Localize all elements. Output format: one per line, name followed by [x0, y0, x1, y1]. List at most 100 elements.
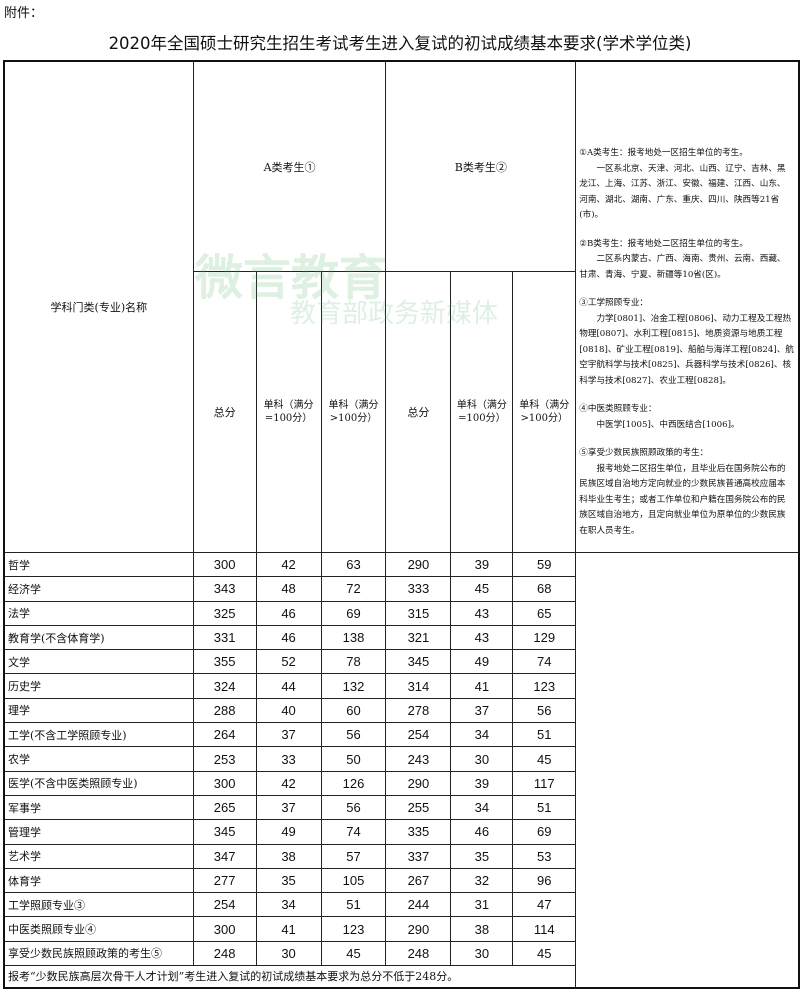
b-single-over: 129: [512, 624, 577, 651]
b-single-over: 123: [512, 673, 577, 699]
a-single-over: 132: [320, 673, 387, 699]
a-single100: 40: [255, 697, 322, 724]
a-single100: 41: [255, 916, 322, 942]
subject-name: 享受少数民族照顾政策的考生⑤: [3, 940, 194, 967]
b-single-over: 51: [512, 722, 577, 748]
table-row: 军事学 265 37 56 255 34 51: [3, 794, 799, 821]
a-single100: 30: [255, 940, 322, 967]
page-title: 2020年全国硕士研究生招生考试考生进入复试的初试成绩基本要求(学术学位类): [108, 34, 692, 53]
subject-name: 历史学: [3, 673, 194, 699]
b-total: 337: [385, 843, 452, 869]
b-total: 278: [385, 697, 452, 724]
b-total: 315: [385, 600, 452, 626]
table-row: 中医类照顾专业④ 300 41 123 290 38 114: [3, 916, 799, 942]
note-item: ①A类考生：报考地处一区招生单位的考生。 一区系北京、天津、河北、山西、辽宁、吉林…: [579, 146, 794, 224]
header-group-b: B类考生②: [385, 60, 577, 273]
a-total: 324: [192, 673, 257, 699]
score-table: 学科门类(专业)名称 A类考生① B类考生② ①A类考生：报考地处一区招生单位的…: [3, 60, 800, 989]
b-total: 255: [385, 794, 452, 821]
header-b-total: 总分: [385, 271, 452, 553]
a-single-over: 74: [320, 819, 387, 845]
header-b-single100: 单科（满分=100分）: [450, 271, 514, 553]
a-single-over: 56: [320, 794, 387, 821]
table-row: 文学 355 52 78 345 49 74: [3, 649, 799, 675]
subject-name: 法学: [3, 600, 194, 626]
table-row: 法学 325 46 69 315 43 65: [3, 600, 799, 626]
a-single100: 33: [255, 746, 322, 772]
a-total: 325: [192, 600, 257, 626]
b-single-over: 69: [512, 819, 577, 845]
note-heading: ⑤享受少数民族照顾政策的考生：: [579, 448, 709, 458]
header-name: 学科门类(专业)名称: [3, 60, 194, 553]
subject-name: 文学: [3, 649, 194, 675]
b-total: 244: [385, 892, 452, 918]
b-total: 243: [385, 746, 452, 772]
note-body: 力学[0801]、冶金工程[0806]、动力工程及工程热物理[0807]、水利工…: [579, 313, 794, 386]
a-single100: 42: [255, 770, 322, 796]
table-row: 工学(不含工学照顾专业) 264 37 56 254 34 51: [3, 722, 799, 748]
b-single-over: 56: [512, 697, 577, 724]
note-body: 二区系内蒙古、广西、海南、贵州、云南、西藏、甘肃、青海、宁夏、新疆等10省(区)…: [579, 254, 786, 280]
b-single-over: 45: [512, 940, 577, 967]
table-row: 管理学 345 49 74 335 46 69: [3, 819, 799, 845]
a-single100: 49: [255, 819, 322, 845]
a-total: 254: [192, 892, 257, 918]
a-single100: 38: [255, 843, 322, 869]
a-single-over: 50: [320, 746, 387, 772]
note-heading: ①A类考生：报考地处一区招生单位的考生。: [579, 148, 748, 158]
a-total: 277: [192, 867, 257, 894]
a-total: 288: [192, 697, 257, 724]
b-single-over: 117: [512, 770, 577, 796]
b-single100: 32: [450, 867, 514, 894]
header-a-total: 总分: [192, 271, 257, 553]
note-heading: ③工学照顾专业：: [579, 298, 649, 308]
a-single100: 44: [255, 673, 322, 699]
subject-name: 医学(不含中医类照顾专业): [3, 770, 194, 796]
table-row: 艺术学 347 38 57 337 35 53: [3, 843, 799, 869]
b-single-over: 65: [512, 600, 577, 626]
a-total: 347: [192, 843, 257, 869]
attachment-label: 附件：: [4, 6, 44, 21]
table-row: 医学(不含中医类照顾专业) 300 42 126 290 39 117: [3, 770, 799, 796]
a-total: 355: [192, 649, 257, 675]
a-single100: 46: [255, 600, 322, 626]
table-row: 工学照顾专业③ 254 34 51 244 31 47: [3, 892, 799, 918]
a-total: 265: [192, 794, 257, 821]
b-total: 248: [385, 940, 452, 967]
table-row: 理学 288 40 60 278 37 56: [3, 697, 799, 724]
a-total: 300: [192, 916, 257, 942]
b-single100: 34: [450, 794, 514, 821]
a-single-over: 72: [320, 576, 387, 602]
subject-name: 教育学(不含体育学): [3, 624, 194, 651]
footer-note: 报考“少数民族高层次骨干人才计划”考生进入复试的初试成绩基本要求为总分不低于24…: [3, 965, 577, 989]
notes-cell: ①A类考生：报考地处一区招生单位的考生。 一区系北京、天津、河北、山西、辽宁、吉林…: [575, 60, 800, 553]
a-single100: 52: [255, 649, 322, 675]
b-single100: 43: [450, 600, 514, 626]
b-single100: 39: [450, 770, 514, 796]
a-total: 331: [192, 624, 257, 651]
a-single100: 37: [255, 722, 322, 748]
table-row: 享受少数民族照顾政策的考生⑤ 248 30 45 248 30 45: [3, 940, 799, 967]
b-single100: 38: [450, 916, 514, 942]
b-total: 254: [385, 722, 452, 748]
subject-name: 经济学: [3, 576, 194, 602]
b-single100: 46: [450, 819, 514, 845]
b-single100: 43: [450, 624, 514, 651]
a-single100: 34: [255, 892, 322, 918]
b-total: 290: [385, 770, 452, 796]
a-single-over: 69: [320, 600, 387, 626]
note-item: ②B类考生：报考地处二区招生单位的考生。 二区系内蒙古、广西、海南、贵州、云南、西…: [579, 237, 794, 284]
subject-name: 农学: [3, 746, 194, 772]
table-row: 经济学 343 48 72 333 45 68: [3, 576, 799, 602]
a-single-over: 105: [320, 867, 387, 894]
b-total: 290: [385, 916, 452, 942]
a-single-over: 123: [320, 916, 387, 942]
header-b-single-over: 单科（满分>100分）: [512, 271, 577, 553]
subject-name: 工学照顾专业③: [3, 892, 194, 918]
b-total: 267: [385, 867, 452, 894]
a-single-over: 60: [320, 697, 387, 724]
table-row: 教育学(不含体育学) 331 46 138 321 43 129: [3, 624, 799, 651]
b-single100: 35: [450, 843, 514, 869]
a-total: 253: [192, 746, 257, 772]
subject-name: 理学: [3, 697, 194, 724]
